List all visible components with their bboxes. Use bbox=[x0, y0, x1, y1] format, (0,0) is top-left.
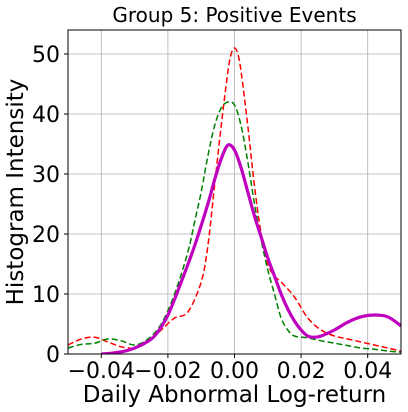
y-tick-label: 10 bbox=[32, 283, 60, 308]
x-tick-label: −0.02 bbox=[134, 359, 201, 384]
y-tick-label: 0 bbox=[46, 343, 60, 368]
y-tick-label: 50 bbox=[32, 43, 60, 68]
y-tick-label: 20 bbox=[32, 223, 60, 248]
axis-ticks: −0.04 −0.02 0.00 0.02 0.04 0 10 20 30 40 50 bbox=[32, 43, 392, 384]
y-tick-label: 40 bbox=[32, 103, 60, 128]
magenta-solid-series-line bbox=[101, 143, 401, 354]
x-axis-label: Daily Abnormal Log-return bbox=[83, 382, 386, 408]
x-tick-label: 0.02 bbox=[277, 359, 326, 384]
x-tick-label: −0.04 bbox=[68, 359, 135, 384]
y-axis-label: Histogram Intensity bbox=[3, 79, 29, 306]
grid bbox=[68, 30, 401, 355]
x-tick-label: 0.00 bbox=[210, 359, 259, 384]
y-tick-label: 30 bbox=[32, 163, 60, 188]
plot-area bbox=[68, 47, 401, 354]
x-tick-label: 0.04 bbox=[343, 359, 392, 384]
chart-title: Group 5: Positive Events bbox=[112, 3, 356, 27]
